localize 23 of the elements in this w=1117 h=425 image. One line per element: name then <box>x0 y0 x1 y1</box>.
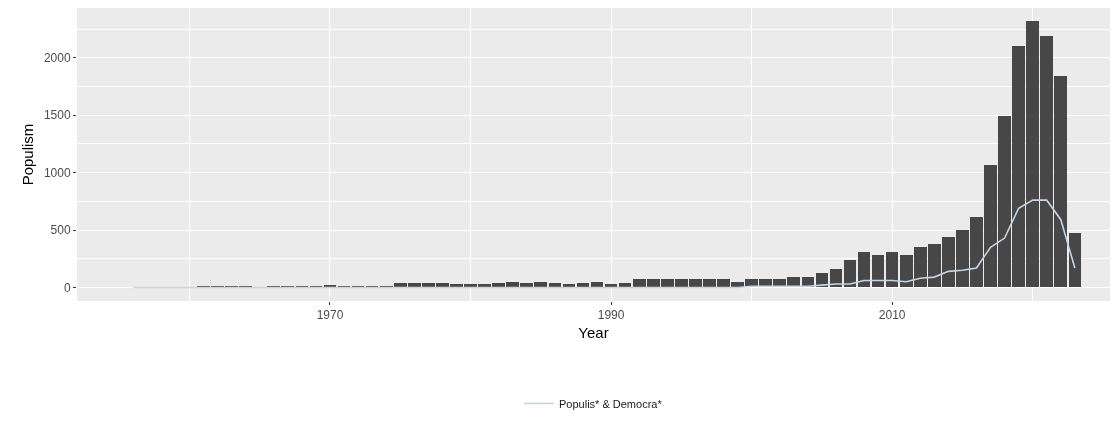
x-tick-label: 1990 <box>597 308 625 323</box>
x-tick-label: 1970 <box>316 308 344 323</box>
bar <box>549 283 561 287</box>
x-axis-title: Year <box>578 324 609 342</box>
y-tick-label: 0 <box>63 280 71 295</box>
bar <box>1069 233 1081 287</box>
y-tick-label: 1500 <box>43 108 71 123</box>
bar <box>872 255 884 287</box>
bar <box>563 284 575 287</box>
y-tick-label: 500 <box>50 223 71 238</box>
bar <box>605 284 617 287</box>
bar <box>577 283 589 287</box>
bar <box>844 260 856 287</box>
y-axis-title: Populism <box>19 123 37 186</box>
bar <box>591 282 603 287</box>
bar <box>886 252 898 287</box>
y-tick-label: 2000 <box>43 50 71 65</box>
y-tick-label: 1000 <box>43 165 71 180</box>
legend-label: Populis* & Democra* <box>559 397 663 410</box>
x-tick-label: 2010 <box>878 308 906 323</box>
bar <box>619 283 631 287</box>
bar <box>858 252 870 287</box>
line-series <box>132 199 1076 289</box>
